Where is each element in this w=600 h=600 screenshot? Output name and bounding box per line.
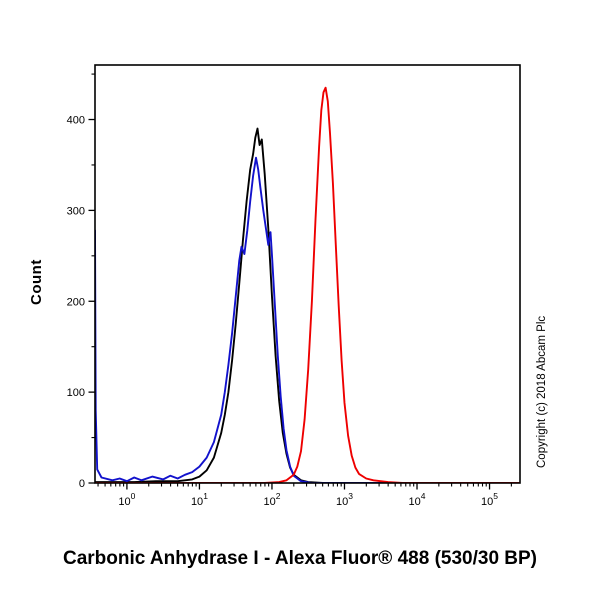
svg-text:200: 200 bbox=[67, 296, 85, 308]
svg-text:400: 400 bbox=[67, 115, 85, 127]
copyright-text: Copyright (c) 2018 Abcam Plc bbox=[536, 315, 548, 468]
svg-text:100: 100 bbox=[118, 491, 135, 508]
svg-text:102: 102 bbox=[263, 491, 280, 508]
svg-text:104: 104 bbox=[409, 491, 426, 508]
chart-title: Carbonic Anhydrase I - Alexa Fluor® 488 … bbox=[62, 548, 538, 569]
black-curve bbox=[95, 127, 520, 483]
svg-text:105: 105 bbox=[481, 491, 498, 508]
svg-text:101: 101 bbox=[191, 491, 208, 508]
blue-curve bbox=[95, 156, 520, 483]
svg-text:100: 100 bbox=[67, 387, 85, 399]
red-curve bbox=[95, 86, 520, 483]
y-axis-label: Count bbox=[28, 259, 45, 305]
svg-text:300: 300 bbox=[67, 205, 85, 217]
svg-text:103: 103 bbox=[336, 491, 353, 508]
svg-text:0: 0 bbox=[79, 478, 85, 490]
